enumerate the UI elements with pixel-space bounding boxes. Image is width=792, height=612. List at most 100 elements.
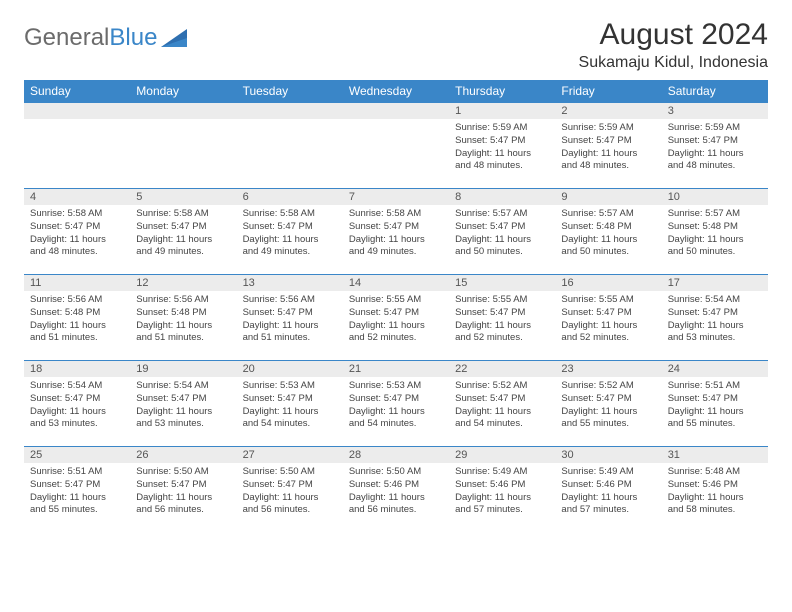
day-number: 13 — [237, 275, 343, 291]
location-label: Sukamaju Kidul, Indonesia — [579, 54, 768, 72]
calendar-day-cell — [343, 103, 449, 189]
day-details: Sunrise: 5:53 AMSunset: 5:47 PMDaylight:… — [237, 377, 343, 435]
calendar-day-cell: 22Sunrise: 5:52 AMSunset: 5:47 PMDayligh… — [449, 361, 555, 447]
day-details: Sunrise: 5:59 AMSunset: 5:47 PMDaylight:… — [449, 119, 555, 177]
day-details: Sunrise: 5:52 AMSunset: 5:47 PMDaylight:… — [555, 377, 661, 435]
calendar-day-cell: 26Sunrise: 5:50 AMSunset: 5:47 PMDayligh… — [130, 447, 236, 533]
day-number: 18 — [24, 361, 130, 377]
day-details: Sunrise: 5:57 AMSunset: 5:47 PMDaylight:… — [449, 205, 555, 263]
day-number: 16 — [555, 275, 661, 291]
day-number: 17 — [662, 275, 768, 291]
calendar-day-cell: 27Sunrise: 5:50 AMSunset: 5:47 PMDayligh… — [237, 447, 343, 533]
logo-triangle-icon — [161, 29, 187, 47]
day-details: Sunrise: 5:56 AMSunset: 5:47 PMDaylight:… — [237, 291, 343, 349]
day-details: Sunrise: 5:54 AMSunset: 5:47 PMDaylight:… — [662, 291, 768, 349]
day-details: Sunrise: 5:55 AMSunset: 5:47 PMDaylight:… — [449, 291, 555, 349]
day-details: Sunrise: 5:53 AMSunset: 5:47 PMDaylight:… — [343, 377, 449, 435]
day-details: Sunrise: 5:50 AMSunset: 5:47 PMDaylight:… — [130, 463, 236, 521]
day-details: Sunrise: 5:54 AMSunset: 5:47 PMDaylight:… — [130, 377, 236, 435]
day-number: 8 — [449, 189, 555, 205]
day-details: Sunrise: 5:57 AMSunset: 5:48 PMDaylight:… — [555, 205, 661, 263]
day-number — [237, 103, 343, 119]
day-number: 1 — [449, 103, 555, 119]
calendar-day-cell: 6Sunrise: 5:58 AMSunset: 5:47 PMDaylight… — [237, 189, 343, 275]
calendar-day-cell: 30Sunrise: 5:49 AMSunset: 5:46 PMDayligh… — [555, 447, 661, 533]
calendar-week-row: 18Sunrise: 5:54 AMSunset: 5:47 PMDayligh… — [24, 361, 768, 447]
day-number: 2 — [555, 103, 661, 119]
weekday-header: Wednesday — [343, 80, 449, 103]
day-number: 24 — [662, 361, 768, 377]
calendar-day-cell: 4Sunrise: 5:58 AMSunset: 5:47 PMDaylight… — [24, 189, 130, 275]
day-number: 27 — [237, 447, 343, 463]
day-number: 3 — [662, 103, 768, 119]
calendar-body: 1Sunrise: 5:59 AMSunset: 5:47 PMDaylight… — [24, 103, 768, 533]
calendar-day-cell: 9Sunrise: 5:57 AMSunset: 5:48 PMDaylight… — [555, 189, 661, 275]
calendar-day-cell: 15Sunrise: 5:55 AMSunset: 5:47 PMDayligh… — [449, 275, 555, 361]
day-details: Sunrise: 5:54 AMSunset: 5:47 PMDaylight:… — [24, 377, 130, 435]
day-number: 11 — [24, 275, 130, 291]
day-number: 9 — [555, 189, 661, 205]
title-block: August 2024 Sukamaju Kidul, Indonesia — [579, 18, 768, 72]
calendar-day-cell: 29Sunrise: 5:49 AMSunset: 5:46 PMDayligh… — [449, 447, 555, 533]
calendar-day-cell: 10Sunrise: 5:57 AMSunset: 5:48 PMDayligh… — [662, 189, 768, 275]
calendar-week-row: 11Sunrise: 5:56 AMSunset: 5:48 PMDayligh… — [24, 275, 768, 361]
day-details: Sunrise: 5:58 AMSunset: 5:47 PMDaylight:… — [343, 205, 449, 263]
calendar-day-cell: 12Sunrise: 5:56 AMSunset: 5:48 PMDayligh… — [130, 275, 236, 361]
day-number: 21 — [343, 361, 449, 377]
header-row: GeneralBlue August 2024 Sukamaju Kidul, … — [24, 18, 768, 72]
calendar-day-cell: 5Sunrise: 5:58 AMSunset: 5:47 PMDaylight… — [130, 189, 236, 275]
calendar-table: SundayMondayTuesdayWednesdayThursdayFrid… — [24, 80, 768, 533]
weekday-header: Monday — [130, 80, 236, 103]
calendar-page: GeneralBlue August 2024 Sukamaju Kidul, … — [0, 0, 792, 543]
day-details: Sunrise: 5:48 AMSunset: 5:46 PMDaylight:… — [662, 463, 768, 521]
day-number: 20 — [237, 361, 343, 377]
day-details: Sunrise: 5:55 AMSunset: 5:47 PMDaylight:… — [555, 291, 661, 349]
calendar-week-row: 1Sunrise: 5:59 AMSunset: 5:47 PMDaylight… — [24, 103, 768, 189]
calendar-day-cell: 7Sunrise: 5:58 AMSunset: 5:47 PMDaylight… — [343, 189, 449, 275]
calendar-day-cell — [237, 103, 343, 189]
calendar-day-cell: 3Sunrise: 5:59 AMSunset: 5:47 PMDaylight… — [662, 103, 768, 189]
day-details: Sunrise: 5:49 AMSunset: 5:46 PMDaylight:… — [555, 463, 661, 521]
day-number — [343, 103, 449, 119]
day-number: 29 — [449, 447, 555, 463]
day-details: Sunrise: 5:55 AMSunset: 5:47 PMDaylight:… — [343, 291, 449, 349]
calendar-day-cell: 11Sunrise: 5:56 AMSunset: 5:48 PMDayligh… — [24, 275, 130, 361]
day-number: 28 — [343, 447, 449, 463]
calendar-day-cell: 16Sunrise: 5:55 AMSunset: 5:47 PMDayligh… — [555, 275, 661, 361]
day-details: Sunrise: 5:56 AMSunset: 5:48 PMDaylight:… — [130, 291, 236, 349]
weekday-header: Saturday — [662, 80, 768, 103]
calendar-day-cell — [24, 103, 130, 189]
calendar-day-cell: 28Sunrise: 5:50 AMSunset: 5:46 PMDayligh… — [343, 447, 449, 533]
calendar-day-cell: 21Sunrise: 5:53 AMSunset: 5:47 PMDayligh… — [343, 361, 449, 447]
day-number: 25 — [24, 447, 130, 463]
month-title: August 2024 — [579, 18, 768, 52]
day-number: 14 — [343, 275, 449, 291]
logo-text-2: Blue — [109, 24, 157, 52]
calendar-week-row: 4Sunrise: 5:58 AMSunset: 5:47 PMDaylight… — [24, 189, 768, 275]
day-details: Sunrise: 5:50 AMSunset: 5:47 PMDaylight:… — [237, 463, 343, 521]
day-number: 10 — [662, 189, 768, 205]
calendar-day-cell: 13Sunrise: 5:56 AMSunset: 5:47 PMDayligh… — [237, 275, 343, 361]
weekday-header: Sunday — [24, 80, 130, 103]
day-details: Sunrise: 5:51 AMSunset: 5:47 PMDaylight:… — [24, 463, 130, 521]
calendar-day-cell: 14Sunrise: 5:55 AMSunset: 5:47 PMDayligh… — [343, 275, 449, 361]
day-number: 23 — [555, 361, 661, 377]
calendar-week-row: 25Sunrise: 5:51 AMSunset: 5:47 PMDayligh… — [24, 447, 768, 533]
day-details: Sunrise: 5:57 AMSunset: 5:48 PMDaylight:… — [662, 205, 768, 263]
day-number: 4 — [24, 189, 130, 205]
day-details: Sunrise: 5:58 AMSunset: 5:47 PMDaylight:… — [237, 205, 343, 263]
calendar-day-cell: 23Sunrise: 5:52 AMSunset: 5:47 PMDayligh… — [555, 361, 661, 447]
calendar-day-cell: 25Sunrise: 5:51 AMSunset: 5:47 PMDayligh… — [24, 447, 130, 533]
day-details: Sunrise: 5:49 AMSunset: 5:46 PMDaylight:… — [449, 463, 555, 521]
weekday-header: Thursday — [449, 80, 555, 103]
day-details: Sunrise: 5:56 AMSunset: 5:48 PMDaylight:… — [24, 291, 130, 349]
logo-text-1: General — [24, 24, 109, 52]
calendar-day-cell: 20Sunrise: 5:53 AMSunset: 5:47 PMDayligh… — [237, 361, 343, 447]
calendar-day-cell: 17Sunrise: 5:54 AMSunset: 5:47 PMDayligh… — [662, 275, 768, 361]
calendar-header: SundayMondayTuesdayWednesdayThursdayFrid… — [24, 80, 768, 103]
calendar-day-cell: 2Sunrise: 5:59 AMSunset: 5:47 PMDaylight… — [555, 103, 661, 189]
day-details: Sunrise: 5:58 AMSunset: 5:47 PMDaylight:… — [24, 205, 130, 263]
day-number: 26 — [130, 447, 236, 463]
calendar-day-cell — [130, 103, 236, 189]
day-number: 31 — [662, 447, 768, 463]
